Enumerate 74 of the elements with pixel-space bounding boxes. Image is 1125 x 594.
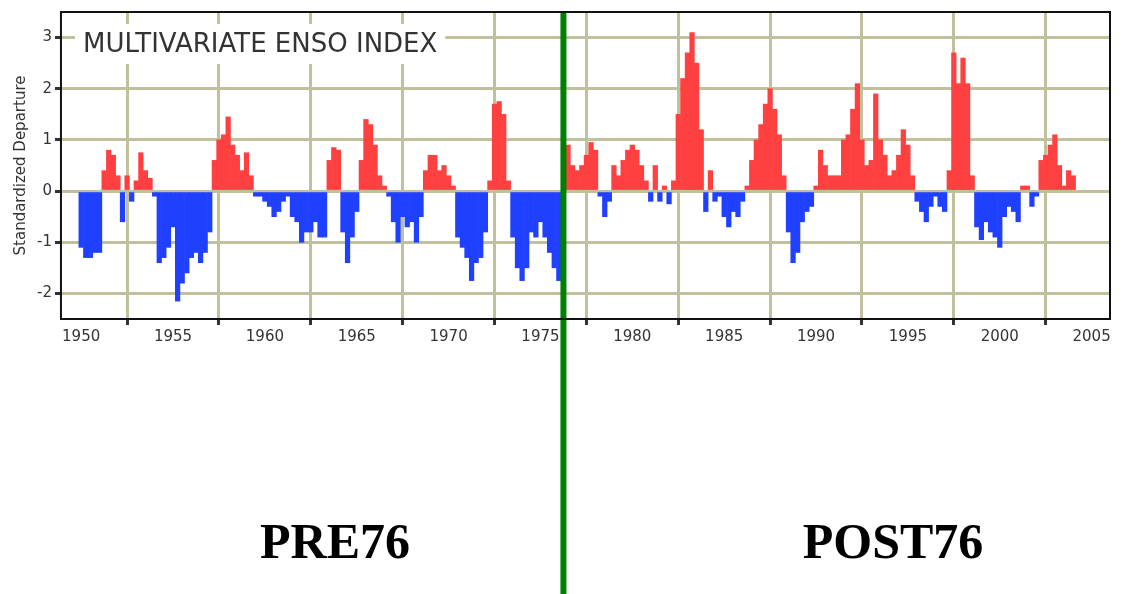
x-tick-label: 1955 [153,326,193,345]
bar [363,119,369,190]
bar [703,192,709,212]
bar [106,149,112,190]
bar [951,52,957,190]
bar [138,152,144,190]
bar [1052,134,1058,190]
bar [432,154,438,190]
y-tick-label: 0 [42,180,52,199]
bar [344,192,351,264]
bar [395,192,401,243]
bar [712,192,718,202]
bar [873,93,879,190]
bar [790,192,796,264]
y-tick-label: 3 [42,27,52,46]
x-tick-label: 2005 [1072,326,1111,345]
bar [253,192,259,197]
bar [321,192,328,238]
bar [707,170,714,190]
x-tick-label: 1995 [888,326,927,345]
x-tick-label: 1965 [337,326,376,345]
bar [987,192,994,233]
bar [735,192,741,217]
y-axis-title: Standardized Departure [10,75,29,256]
bar [96,192,103,253]
bar [625,149,631,190]
y-tick-label: 2 [42,78,52,97]
text: POST76 [802,512,984,569]
bar [1020,185,1026,190]
bar [174,192,181,302]
bar [602,192,608,217]
x-tick-label: 1950 [62,326,101,345]
bar [83,192,89,258]
y-tick-label: 1 [42,129,52,148]
bar [331,147,337,190]
bar [1015,192,1021,223]
y-tick-label: -1 [36,232,52,251]
x-tick-label: 1990 [796,326,836,345]
bar [533,192,539,238]
bar [588,142,594,190]
bar [197,192,204,264]
bar [634,149,640,190]
bar [468,192,475,281]
bar [652,165,658,190]
bar [767,88,773,190]
bar [657,192,663,202]
bar [726,192,732,228]
bar [491,103,498,190]
bar [1024,185,1030,190]
x-tick-label: 1985 [705,326,744,345]
bar [129,192,135,202]
bar [441,165,447,190]
x-tick-label: 1980 [613,326,652,345]
bar [611,165,617,190]
bar [271,192,277,217]
bar [519,192,525,281]
bar [661,185,668,190]
bar [119,192,126,223]
x-tick-label: 2000 [980,326,1019,345]
bar [960,57,966,190]
text: MULTIVARIATE ENSO INDEX [82,27,438,58]
bar [124,175,130,190]
x-tick-label: 1975 [521,326,560,345]
bar [317,192,323,238]
bar [308,192,314,233]
bar [666,192,672,205]
x-tick-label: 1960 [245,326,284,345]
text: PRE76 [260,512,410,569]
x-tick-label: 1970 [429,326,468,345]
bar [1029,192,1035,207]
bar [648,192,654,202]
bar [997,192,1003,248]
y-tick-label: -2 [36,283,52,302]
bar [335,149,341,190]
